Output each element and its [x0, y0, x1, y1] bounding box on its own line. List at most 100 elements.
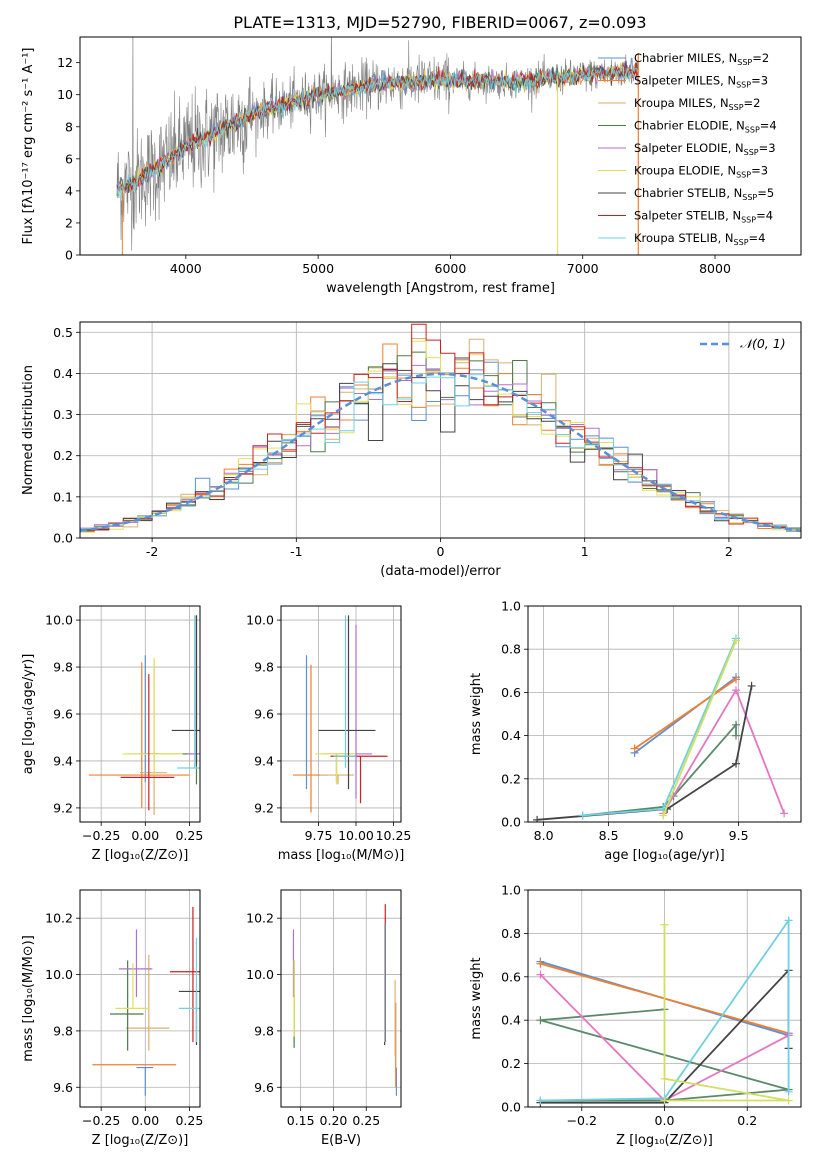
x-axis-label: Z [log₁₀(Z/Z⊙)] — [616, 1133, 713, 1148]
x-tick-label: 8.0 — [534, 828, 554, 843]
weight-point — [780, 809, 789, 818]
y-tick-label: 10.2 — [246, 911, 274, 926]
weight-point — [660, 1096, 669, 1105]
weight-point — [732, 686, 740, 695]
x-tick-label: 10.25 — [376, 828, 412, 843]
weight-lines — [533, 634, 789, 822]
x-tick-label: 9.5 — [729, 828, 749, 843]
y-tick-label: 9.6 — [254, 1080, 274, 1095]
y-tick-label: 0.4 — [501, 1013, 521, 1028]
legend-label: Salpeter STELIB, NSSP=4 — [634, 209, 773, 225]
y-tick-label: 10.2 — [45, 911, 73, 926]
x-tick-label: -1 — [290, 544, 302, 559]
y-tick-label: 10.0 — [246, 613, 274, 628]
legend-label: 𝒩(0, 1) — [740, 336, 786, 351]
y-tick-label: 0.5 — [53, 325, 73, 340]
y-axis-label: mass weight — [469, 957, 484, 1039]
weight-point — [630, 744, 639, 753]
y-tick-label: 12 — [57, 55, 73, 70]
y-tick-label: 0.1 — [53, 489, 73, 504]
y-tick-label: 4 — [65, 183, 73, 198]
y-tick-label: 9.8 — [254, 1023, 274, 1038]
weight-series — [582, 638, 737, 817]
axes-frame — [79, 321, 802, 539]
y-tick-label: 9.4 — [254, 753, 274, 768]
weight-point — [732, 636, 740, 645]
weight-point — [536, 1016, 545, 1025]
weight-point — [732, 759, 740, 768]
errorbars — [92, 906, 200, 1096]
legend-label: Chabrier ELODIE, NSSP=4 — [634, 119, 777, 135]
weight-series — [663, 924, 789, 1102]
y-tick-label: 0.2 — [501, 1056, 521, 1071]
y-tick-label: 8 — [65, 119, 73, 134]
weight-point — [536, 959, 545, 968]
y-axis-label: mass weight — [469, 673, 484, 755]
histograms — [80, 323, 801, 538]
y-tick-label: 0.4 — [53, 366, 73, 381]
chart-weight_vs_age: 8.0 8.5 9.0 9.5 0.0 0.2 0.4 0.6 0.8 1.0 age [log₁₀… — [469, 599, 802, 863]
weight-point — [578, 811, 587, 820]
legend-label: Kroupa ELODIE, NSSP=3 — [634, 164, 768, 180]
figure-title: PLATE=1313, MJD=52790, FIBERID=0067, z=0… — [233, 13, 646, 32]
x-tick-label: 8.5 — [599, 828, 619, 843]
y-axis-label: age [log₁₀(age/yr)] — [21, 654, 36, 775]
y-tick-label: 9.2 — [53, 800, 73, 815]
y-tick-label: 10.0 — [246, 967, 274, 982]
x-axis-label: Z [log₁₀(Z/Z⊙)] — [92, 848, 189, 863]
y-tick-label: 0.4 — [501, 728, 521, 743]
weight-point — [784, 916, 793, 925]
x-tick-label: 9.0 — [664, 828, 684, 843]
y-tick-label: 0.2 — [501, 771, 521, 786]
weight-series — [662, 640, 737, 816]
x-axis-label: wavelength [Angstrom, rest frame] — [326, 281, 555, 296]
y-tick-label: 0.0 — [53, 531, 73, 546]
x-tick-label: 10.00 — [338, 828, 374, 843]
weight-point — [533, 815, 542, 822]
x-tick-label: 1 — [581, 544, 589, 559]
model-kroupa-stelib — [116, 64, 639, 199]
errorbars — [88, 615, 200, 815]
legend-label: Salpeter ELODIE, NSSP=3 — [634, 141, 776, 157]
chart-spectrum: 4000 5000 6000 7000 8000 0 2 4 6 8 10 12 wavelength … — [21, 36, 802, 296]
y-tick-label: 9.8 — [53, 1023, 73, 1038]
weight-point — [659, 811, 668, 820]
x-tick-label: 8000 — [699, 261, 731, 276]
x-axis-label: age [log₁₀(age/yr)] — [604, 848, 725, 863]
x-tick-label: 6000 — [435, 261, 467, 276]
weight-point — [732, 731, 740, 740]
weight-point — [747, 681, 756, 690]
y-tick-label: 9.6 — [254, 707, 274, 722]
weight-point — [660, 920, 669, 929]
x-tick-label: 0.25 — [175, 828, 203, 843]
axes-frame — [79, 605, 201, 823]
y-tick-label: 6 — [65, 151, 73, 166]
axes-frame — [280, 605, 402, 823]
legend-label: Chabrier MILES, NSSP=2 — [634, 51, 769, 67]
chart-mass_vs_ebv: 0.15 0.20 0.25 9.6 9.8 10.0 10.2 E(B-V) — [246, 889, 402, 1148]
y-tick-label: 1.0 — [501, 883, 521, 898]
y-tick-label: 9.6 — [53, 1080, 73, 1095]
x-tick-label: 0 — [437, 544, 445, 559]
chart-age_vs_Z: −0.25 0.00 0.25 9.2 9.4 9.6 9.8 10.0 Z [log₁₀(Z/… — [21, 605, 203, 863]
weight-point — [732, 720, 740, 729]
x-tick-label: 4000 — [170, 261, 202, 276]
spectrum-lines — [116, 37, 639, 255]
legend-label: Salpeter MILES, NSSP=3 — [634, 74, 768, 90]
model-salpeter-stelib — [116, 62, 639, 192]
y-tick-label: 10.0 — [45, 613, 73, 628]
y-tick-label: 0 — [65, 248, 73, 263]
axes-frame — [79, 889, 201, 1108]
y-tick-label: 9.4 — [53, 753, 73, 768]
legend-label: Kroupa MILES, NSSP=2 — [634, 96, 760, 112]
y-tick-label: 1.0 — [501, 599, 521, 614]
y-tick-label: 9.2 — [254, 800, 274, 815]
weight-point — [536, 970, 545, 979]
y-tick-label: 0.6 — [501, 969, 521, 984]
weight-series — [634, 678, 737, 750]
weight-series — [540, 917, 790, 1102]
y-tick-label: 0.0 — [501, 815, 521, 830]
x-axis-label: (data-model)/error — [380, 564, 501, 579]
x-axis-label: mass [log₁₀(M/M⊙)] — [278, 848, 405, 863]
